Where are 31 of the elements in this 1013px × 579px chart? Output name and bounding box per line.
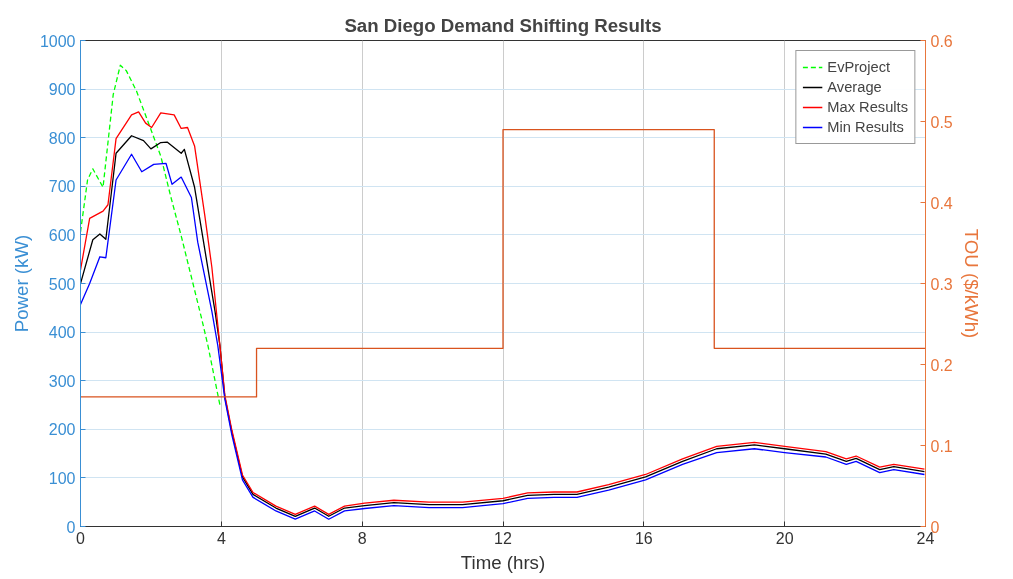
y-tick-label: 800 bbox=[48, 129, 76, 147]
legend-label: Max Results bbox=[827, 99, 908, 115]
y2-tick-label: 0.3 bbox=[930, 275, 953, 293]
x-tick-label: 4 bbox=[216, 529, 226, 547]
chart-title: San Diego Demand Shifting Results bbox=[344, 14, 662, 36]
y-tick-label: 400 bbox=[48, 324, 76, 342]
x-tick-label: 12 bbox=[494, 529, 512, 547]
y2-tick-label: 0.5 bbox=[930, 113, 953, 131]
y-tick-label: 900 bbox=[48, 81, 76, 99]
x-tick-label: 20 bbox=[775, 529, 794, 547]
x-tick-label: 8 bbox=[357, 529, 367, 547]
legend-label: Average bbox=[827, 79, 882, 95]
x-tick-label: 16 bbox=[634, 529, 653, 547]
x-axis-title: Time (hrs) bbox=[460, 551, 546, 573]
y2-tick-label: 0.2 bbox=[930, 356, 953, 374]
y-tick-label: 100 bbox=[48, 469, 76, 487]
y2-tick-label: 0.4 bbox=[930, 194, 953, 212]
y-tick-label: 0 bbox=[66, 518, 76, 536]
y2-axis-title: TOU ($/kWh) bbox=[960, 228, 982, 339]
legend-label: EvProject bbox=[827, 59, 891, 75]
y2-tick-label: 0.6 bbox=[930, 32, 953, 50]
y-axis-title: Power (kW) bbox=[10, 234, 32, 333]
y-tick-label: 200 bbox=[48, 421, 76, 439]
y-tick-label: 1000 bbox=[39, 32, 76, 50]
y-tick-label: 300 bbox=[48, 372, 76, 390]
y-tick-label: 600 bbox=[48, 226, 76, 244]
line-series bbox=[80, 64, 221, 406]
y-tick-label: 500 bbox=[48, 275, 76, 293]
y2-tick-label: 0.1 bbox=[930, 437, 953, 455]
y-tick-label: 700 bbox=[48, 178, 76, 196]
legend-label: Min Results bbox=[827, 119, 904, 135]
